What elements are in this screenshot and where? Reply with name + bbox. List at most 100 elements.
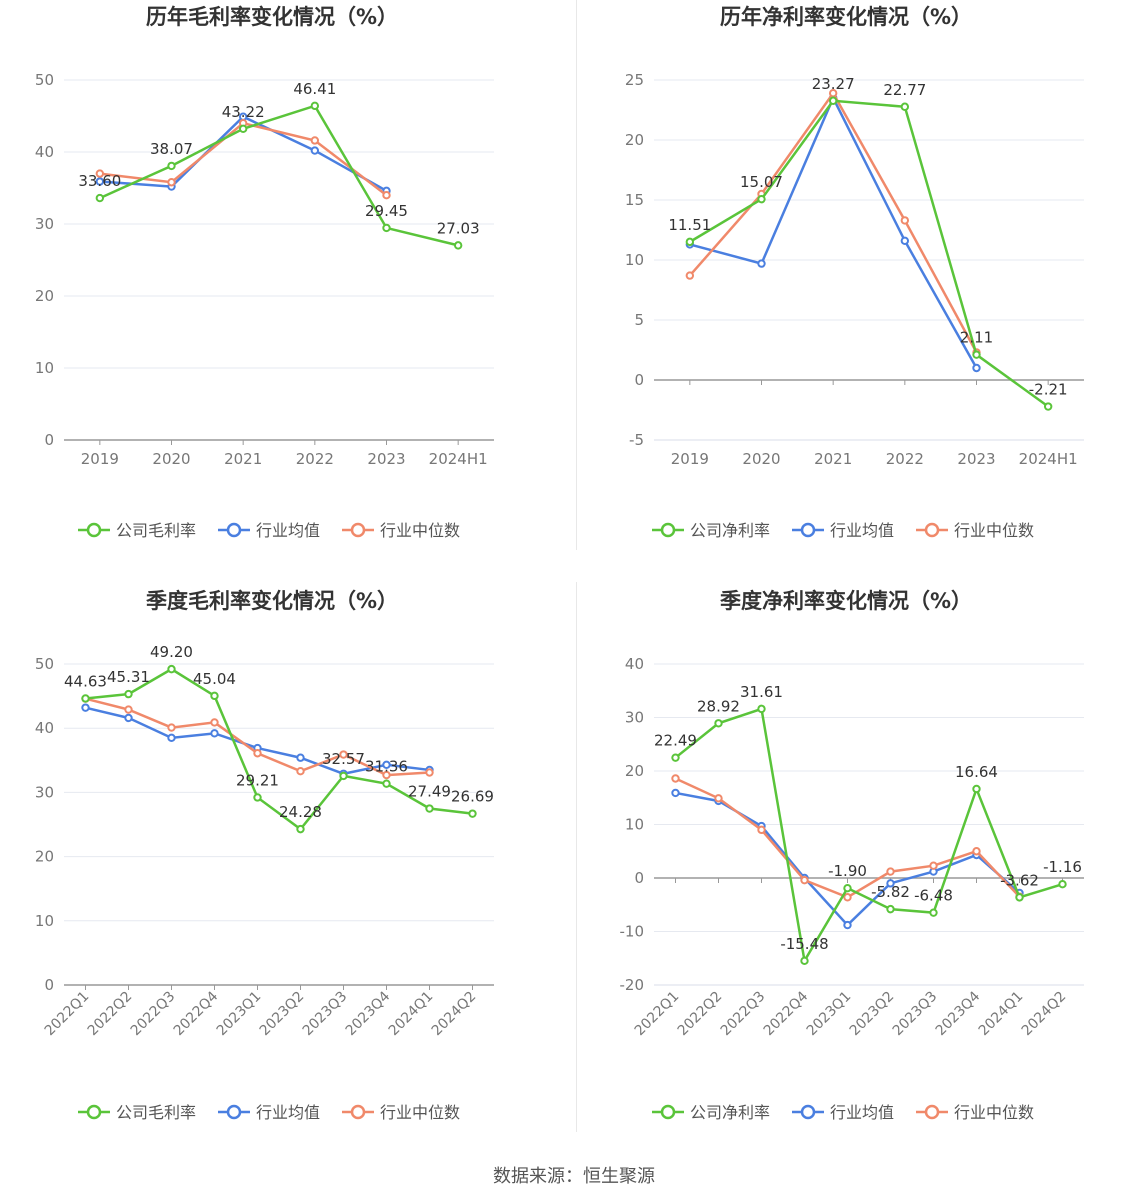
y-tick-label: 10	[625, 251, 644, 269]
legend-item[interactable]: 行业中位数	[342, 521, 460, 540]
legend-label: 公司毛利率	[116, 521, 196, 540]
chart-svg-3: 季度净利率变化情况（%）-20-100102030402022Q12022Q22…	[620, 589, 1084, 1122]
data-label: 11.51	[668, 216, 711, 234]
data-label: 16.64	[955, 763, 998, 781]
data-point	[81, 703, 90, 712]
data-label: 49.20	[150, 643, 193, 661]
chart-annual-net-margin: 历年净利率变化情况（%） -5 0 5 10 15 20 25 2019 2020 2021 2022…	[574, 0, 1148, 580]
data-point	[310, 101, 320, 111]
x-tick-label: 2022Q4	[761, 988, 812, 1039]
y-tick-label: 10	[625, 816, 644, 834]
data-point	[671, 788, 680, 798]
legend-item[interactable]: 行业均值	[218, 1103, 320, 1122]
x-tick-label: 2024Q1	[386, 989, 437, 1040]
data-point	[453, 241, 463, 250]
data-point	[468, 809, 477, 818]
data-point	[310, 146, 320, 155]
x-tick-label: 2023Q3	[300, 989, 351, 1040]
data-point	[900, 102, 910, 111]
legend-item[interactable]: 行业中位数	[916, 1103, 1034, 1122]
legend-marker	[350, 522, 366, 538]
data-point	[339, 750, 348, 759]
y-tick-label: 15	[625, 191, 644, 209]
data-label: -15.48	[780, 935, 828, 953]
data-label: 15.07	[740, 173, 783, 191]
legend-marker	[226, 522, 242, 538]
legend-item[interactable]: 行业均值	[792, 521, 894, 540]
data-label: 28.92	[697, 697, 740, 715]
legend-item[interactable]: 公司毛利率	[78, 521, 196, 540]
data-label: 29.45	[365, 202, 408, 220]
data-point	[382, 779, 391, 788]
legend-marker	[800, 1104, 816, 1120]
data-point	[253, 793, 262, 802]
x-tick-label: 2022Q1	[42, 989, 93, 1040]
data-point	[210, 729, 219, 738]
legend-label: 行业均值	[830, 521, 894, 540]
data-label: 31.61	[740, 683, 783, 701]
chart-title: 历年毛利率变化情况（%）	[146, 5, 398, 29]
data-point	[714, 719, 723, 728]
legend-item[interactable]: 行业均值	[792, 1103, 894, 1122]
data-point	[671, 753, 680, 762]
data-label: 33.60	[78, 172, 121, 190]
data-point	[828, 89, 838, 98]
x-tick-label: 2021	[814, 450, 852, 468]
data-point	[382, 770, 391, 780]
legend-item[interactable]: 公司净利率	[652, 521, 770, 540]
data-label: 23.27	[812, 75, 855, 93]
legend-label: 行业均值	[256, 521, 320, 540]
data-label: 44.63	[64, 672, 107, 690]
y-tick-label: 10	[35, 912, 54, 930]
data-point	[95, 193, 105, 203]
data-label: -3.62	[1000, 871, 1039, 889]
data-point	[757, 825, 766, 835]
legend-item[interactable]: 行业中位数	[342, 1103, 460, 1122]
data-point	[167, 733, 176, 743]
legend-item[interactable]: 公司净利率	[652, 1103, 770, 1122]
data-label: 45.04	[193, 670, 236, 688]
series-line	[689, 95, 978, 369]
data-point	[685, 271, 695, 280]
divider	[576, 0, 577, 550]
data-point	[95, 177, 105, 186]
x-tick-label: 2021	[224, 450, 262, 468]
legend-label: 公司净利率	[690, 1103, 770, 1122]
y-tick-label: 30	[35, 783, 54, 801]
legend-item[interactable]: 行业中位数	[916, 521, 1034, 540]
data-point	[800, 875, 809, 885]
chart-title: 季度毛利率变化情况（%）	[146, 589, 398, 613]
data-point	[900, 236, 910, 246]
x-tick-label: 2024Q2	[1019, 989, 1070, 1040]
x-tick-label: 2022	[296, 450, 334, 468]
data-point	[929, 861, 938, 870]
x-tick-label: 2020	[742, 450, 780, 468]
chart-title: 历年净利率变化情况（%）	[720, 5, 972, 29]
data-label: -5.82	[871, 883, 910, 901]
data-label: -2.21	[1029, 381, 1068, 399]
series-line	[688, 90, 978, 353]
legend-item[interactable]: 公司毛利率	[78, 1103, 196, 1122]
data-point	[210, 718, 219, 727]
data-label: 43.22	[222, 103, 265, 121]
chart-svg-2: 季度毛利率变化情况（%）010203040502022Q12022Q22022Q…	[35, 589, 494, 1122]
legend-marker	[660, 1104, 676, 1120]
chart-annual-gross-margin: 历年毛利率变化情况（%） 0 10 20 30 40 50 2019 2020 2021 2022 2…	[0, 0, 574, 580]
x-tick-label: 2023	[367, 450, 405, 468]
data-point	[886, 904, 895, 914]
chart-svg-0: 历年毛利率变化情况（%） 0 10 20 30 40 50 2019 2020 2021 2022 2…	[35, 5, 494, 540]
data-point	[210, 691, 219, 701]
data-point	[886, 867, 895, 876]
data-label: 29.21	[236, 771, 279, 789]
legend-label: 公司毛利率	[116, 1103, 196, 1122]
data-point	[339, 771, 348, 781]
y-tick-label: -10	[620, 923, 645, 941]
y-tick-label: 0	[634, 869, 644, 887]
data-point	[757, 259, 766, 268]
series-line	[674, 707, 1063, 965]
data-point	[296, 767, 305, 776]
chart-quarterly-net-margin: 季度净利率变化情况（%） -20 -10 0 10 20 30 40 2022Q1 2022Q2 2…	[574, 582, 1148, 1162]
legend-label: 行业中位数	[954, 1103, 1034, 1122]
legend-item[interactable]: 行业均值	[218, 521, 320, 540]
data-point	[757, 194, 766, 204]
